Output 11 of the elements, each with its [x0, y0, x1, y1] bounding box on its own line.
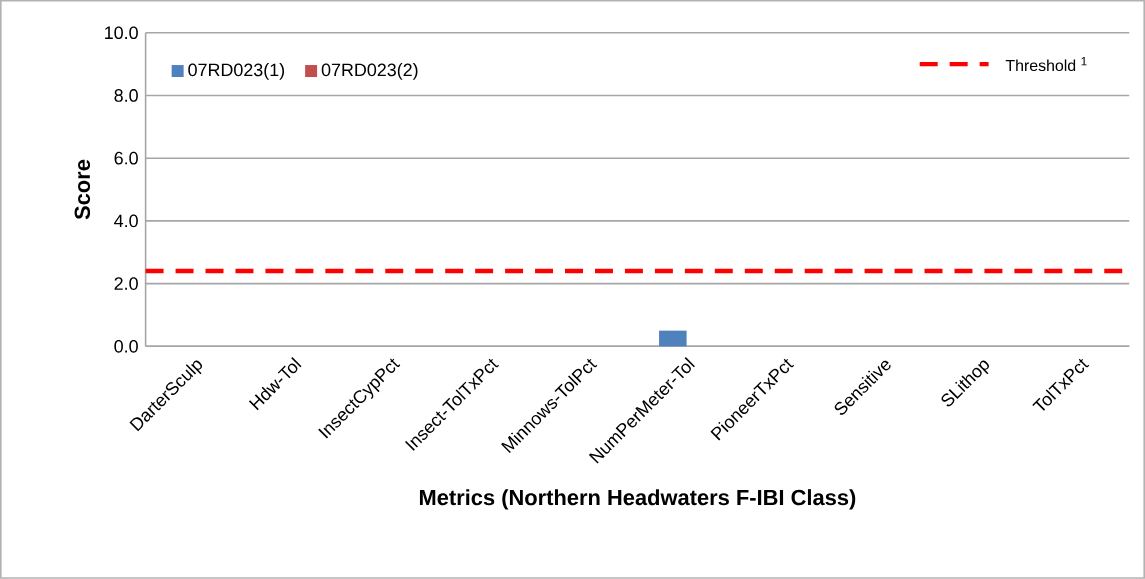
y-tick-label: 4.0 — [114, 214, 138, 228]
y-tick-label: 0.0 — [114, 340, 138, 353]
y-tick-label: 6.0 — [114, 151, 138, 165]
y-tick-label: 10.0 — [105, 26, 138, 40]
y-tick-label: 8.0 — [114, 89, 138, 102]
y-axis-title: Score — [74, 159, 91, 220]
legend-label: Threshold $^{1}$ — [1005, 57, 1087, 72]
legend-label: 07RD023(1) — [188, 63, 285, 80]
y-tick-label: 2.0 — [114, 277, 138, 291]
legend-label: 07RD023(2) — [321, 63, 418, 80]
x-axis-title: Metrics (Northern Headwaters F-IBI Class) — [419, 489, 856, 510]
